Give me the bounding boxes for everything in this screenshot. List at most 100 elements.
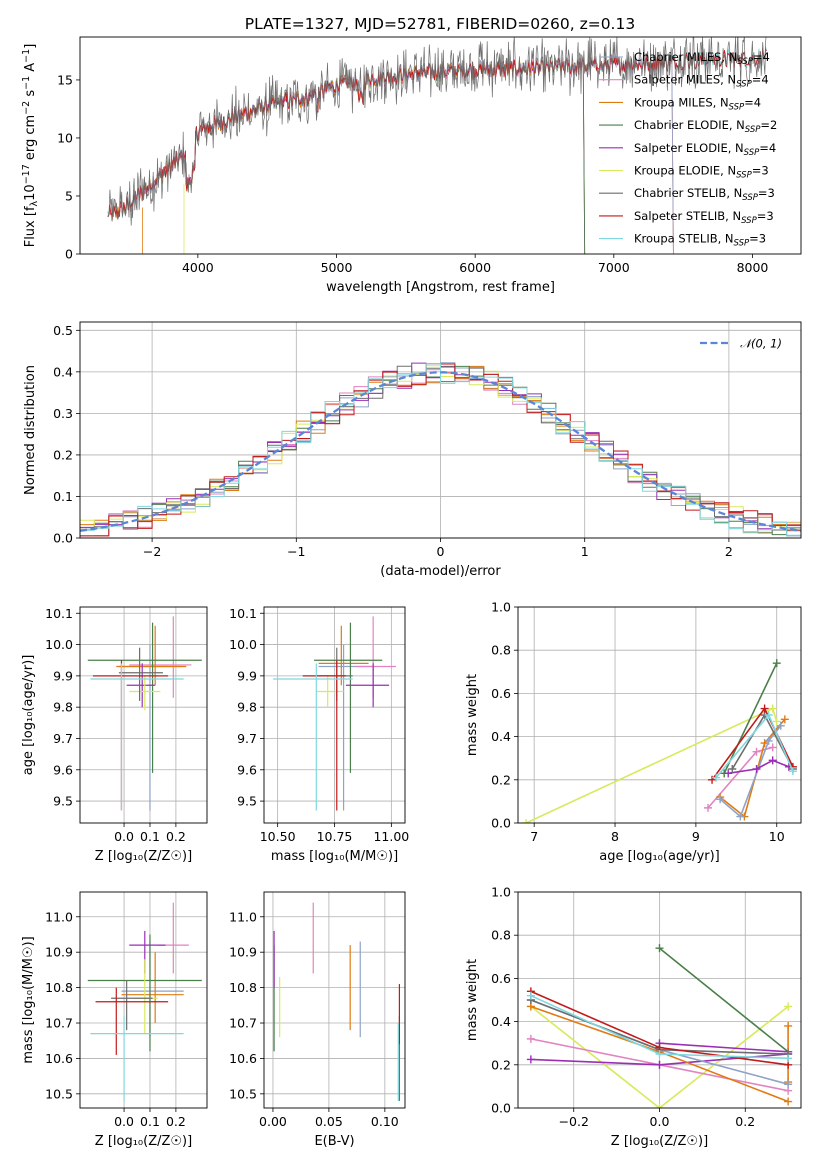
y-tick-label: 9.7 [53,731,73,746]
weight_vs_Z-panel: −0.2 0.0 0.2 0.0 0.2 0.4 0.6 0.8 1.0 Z [log₁₀(Z/Z… [465,885,802,1149]
weight-marker [522,819,531,823]
errorbar-kroupa-elodie [316,675,344,708]
weight-marker [655,1104,664,1108]
age_vs_Z-plot-area [87,616,202,811]
y-tick-label: 10.1 [229,606,257,621]
y-tick-label: 10.0 [229,637,257,652]
axes-frame [79,891,208,1109]
x-tick-label: 0.2 [166,829,186,844]
x-tick-label: 4000 [182,260,214,275]
legend-entry: 𝒩(0, 1) [740,337,782,351]
axes-frame [79,606,208,824]
weight-marker [655,1050,664,1058]
errorbar-kroupa-stelib [273,663,353,811]
legend-entry: Salpeter STELIB, NSSP=3 [634,209,774,226]
weight-marker [752,747,761,756]
x-tick-label: 2 [725,544,733,559]
y-tick-label: 0.0 [491,816,511,831]
x-tick-label: 10.75 [317,829,353,844]
weight-marker [760,704,769,713]
y-tick-label: 10.8 [45,980,73,995]
y-tick-label: 10.1 [45,606,73,621]
weight-marker [736,812,745,821]
weight-marker [788,767,797,776]
y-tick-label: 10.9 [229,945,257,960]
weight-series-chabrier-elodie [658,947,789,1053]
y-tick-label: 0.8 [491,928,511,943]
errorbar-salpeter-elodie [345,663,390,708]
weight-marker [784,1080,793,1089]
weight-marker [784,1021,793,1030]
spectrum-series-salpeter-stelib [107,47,767,221]
x-axis-label: wavelength [Angstrom, rest frame] [326,280,555,295]
legend-entry: Chabrier MILES, NSSP=4 [634,50,770,67]
y-tick-label: 15 [57,72,73,87]
x-tick-label: 9 [692,829,700,844]
axes-frame [79,36,802,255]
x-axis-label: Z [log₁₀(Z/Z☉)] [611,1134,708,1149]
mass_vs_ebv-panel: 0.00 0.05 0.10 10.5 10.6 10.7 10.8 10.9 11.0 E(B-… [229,891,406,1149]
age_vs_mass-panel: 10.50 10.75 11.00 9.5 9.6 9.7 9.8 9.9 10.0 10.1 ma… [229,606,409,864]
errorbar-kroupa-stelib [90,1015,184,1101]
weight-marker [772,717,781,726]
y-tick-label: 10.0 [45,637,73,652]
x-axis-label: mass [log₁₀(M/M☉)] [271,849,398,864]
x-tick-label: 0.0 [114,829,134,844]
errorbar-chabrier-elodie [314,622,383,773]
x-tick-label: 5000 [321,260,353,275]
y-axis-label: Normed distribution [23,365,38,495]
x-tick-label: 0.10 [371,1114,399,1129]
x-tick-label: 0.2 [735,1114,755,1129]
hist-series-kroupa-stelib [80,363,801,537]
spectrum-panel: 4000 5000 6000 7000 8000 0 5 10 15 wavelength [An… [21,36,802,295]
y-tick-label: 0 [65,247,73,262]
weight-marker [655,1060,664,1069]
weight-marker [784,1097,793,1106]
y-tick-label: 0.4 [53,364,73,379]
mass_vs_Z-panel: 0.0 0.1 0.2 10.5 10.6 10.7 10.8 10.9 11.0 Z [log₁… [21,891,208,1149]
weight-series-chabrier-elodie [723,662,778,774]
legend-entry: Chabrier STELIB, NSSP=3 [634,186,775,203]
errorbar-salpeter-stelib [95,987,169,1055]
y-tick-label: 0.4 [491,1014,511,1029]
x-tick-label: 0.00 [259,1114,287,1129]
y-tick-label: 10.5 [229,1086,257,1101]
x-tick-label: 8 [611,829,619,844]
y-tick-label: 9.5 [237,794,257,809]
x-tick-label: 0 [437,544,445,559]
weight-series-salpeter-elodie [659,1042,789,1053]
x-tick-label: 11.00 [373,829,409,844]
x-tick-label: 0.1 [140,1114,160,1129]
y-axis-label: age [log₁₀(age/yr)] [21,655,36,776]
errorbar-salpeter-stelib [92,660,169,811]
x-tick-label: 8000 [737,260,769,275]
x-tick-label: 10 [769,829,785,844]
weight-marker [768,743,777,752]
weight-marker [655,944,664,953]
y-tick-label: 0.6 [491,971,511,986]
y-tick-label: 5 [65,188,73,203]
errorbar-kroupa-elodie [134,959,158,1034]
x-tick-label: 0.0 [114,1114,134,1129]
errorbar-salpeter-stelib [302,660,346,811]
x-tick-label: 7000 [598,260,630,275]
spectrum-series-kroupa-miles [111,53,674,254]
y-tick-label: 0.0 [53,531,73,546]
age_vs_mass-plot-area [273,616,396,811]
x-tick-label: 0.1 [140,829,160,844]
x-tick-label: −1 [287,544,305,559]
normal-curve [80,371,801,532]
legend-entry: Kroupa ELODIE, NSSP=3 [634,164,769,181]
axes-frame [263,606,406,824]
y-tick-label: 0.6 [491,686,511,701]
residuals-panel: −2 −1 0 1 2 0.0 0.1 0.2 0.3 0.4 0.5 𝒩(0, 1) (data-mo… [23,321,802,579]
errorbar-chabrier-miles [318,644,374,811]
x-tick-label: −0.2 [559,1114,589,1129]
mass_vs_ebv-plot-area [273,902,401,1101]
x-axis-label: (data-model)/error [380,564,501,579]
y-tick-label: 0.0 [491,1101,511,1116]
x-tick-label: 10.50 [260,829,296,844]
legend-entry: Salpeter MILES, NSSP=4 [634,73,769,90]
errorbar-chabrier-stelib [118,647,163,701]
